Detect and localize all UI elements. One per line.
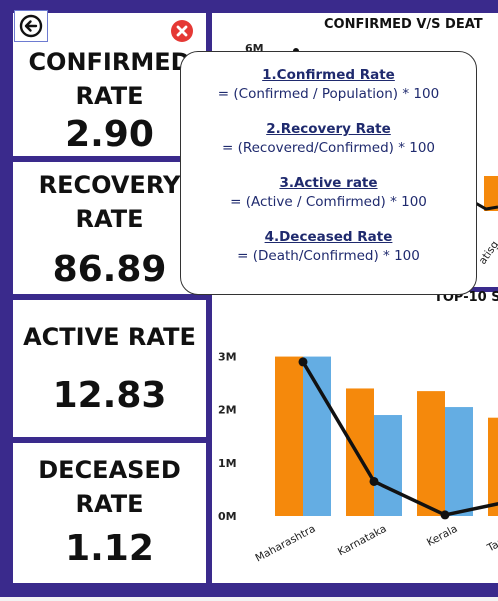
y-tick-label: 1M <box>218 457 237 470</box>
confirmed-rate-label-line2: RATE <box>13 79 206 113</box>
back-button[interactable] <box>14 10 48 42</box>
bar <box>346 388 374 516</box>
bar <box>445 407 473 516</box>
formula-title-confirmed: 1.Confirmed Rate <box>181 66 476 84</box>
line-point <box>370 477 379 486</box>
active-rate-value: 12.83 <box>13 376 206 416</box>
x-tick-label: Tamil Na <box>485 523 498 555</box>
recovery-rate-card: RECOVERY RATE 86.89 <box>13 162 206 294</box>
top-chart-x-label: atisg <box>477 239 498 267</box>
y-tick-label: 3M <box>218 351 237 364</box>
top-10-states-chart: TOP-10 S 0M 1M 2M 3M Maharashtra Karnataka Ker… <box>212 292 498 583</box>
close-button[interactable] <box>171 20 193 42</box>
recovery-rate-value: 86.89 <box>13 250 206 290</box>
arrow-left-circle-icon <box>15 11 47 41</box>
x-tick-label: Maharashtra <box>253 523 317 565</box>
x-tick-label: Karnataka <box>336 523 389 559</box>
deceased-rate-label-line2: RATE <box>13 487 206 521</box>
formula-deceased: = (Death/Confirmed) * 100 <box>181 246 476 266</box>
formula-active: = (Active / Comfirmed) * 100 <box>181 192 476 212</box>
bar <box>488 418 498 516</box>
rate-formula-popup: 1.Confirmed Rate = (Confirmed / Populati… <box>180 51 477 295</box>
y-tick-label: 0M <box>218 510 237 523</box>
formula-confirmed: = (Confirmed / Population) * 100 <box>181 84 476 104</box>
close-x-icon <box>171 20 193 42</box>
deceased-rate-value: 1.12 <box>13 529 206 569</box>
active-rate-label: ACTIVE RATE <box>13 320 206 354</box>
formula-title-recovery: 2.Recovery Rate <box>181 120 476 138</box>
active-rate-card: ACTIVE RATE 12.83 <box>13 300 206 437</box>
bottom-chart-canvas: 0M 1M 2M 3M Maharashtra Karnataka Kerala Tamil … <box>212 292 498 583</box>
formula-title-active: 3.Active rate <box>181 174 476 192</box>
bottom-strip <box>0 597 498 601</box>
bar <box>275 357 303 516</box>
x-tick-label: Kerala <box>425 523 460 549</box>
formula-recovery: = (Recovered/Confirmed) * 100 <box>181 138 476 158</box>
top-chart-bar <box>484 176 498 211</box>
line-point <box>299 357 308 366</box>
recovery-rate-label-line2: RATE <box>13 202 206 236</box>
formula-title-deceased: 4.Deceased Rate <box>181 228 476 246</box>
bar <box>374 415 402 516</box>
confirmed-rate-label: CONFIRMED <box>13 45 206 79</box>
line-point <box>441 510 450 519</box>
deceased-rate-label: DECEASED <box>13 453 206 487</box>
recovery-rate-label: RECOVERY <box>13 168 206 202</box>
bar <box>303 357 331 516</box>
confirmed-rate-value: 2.90 <box>13 115 206 155</box>
deceased-rate-card: DECEASED RATE 1.12 <box>13 443 206 583</box>
y-tick-label: 2M <box>218 404 237 417</box>
bar <box>417 391 445 516</box>
